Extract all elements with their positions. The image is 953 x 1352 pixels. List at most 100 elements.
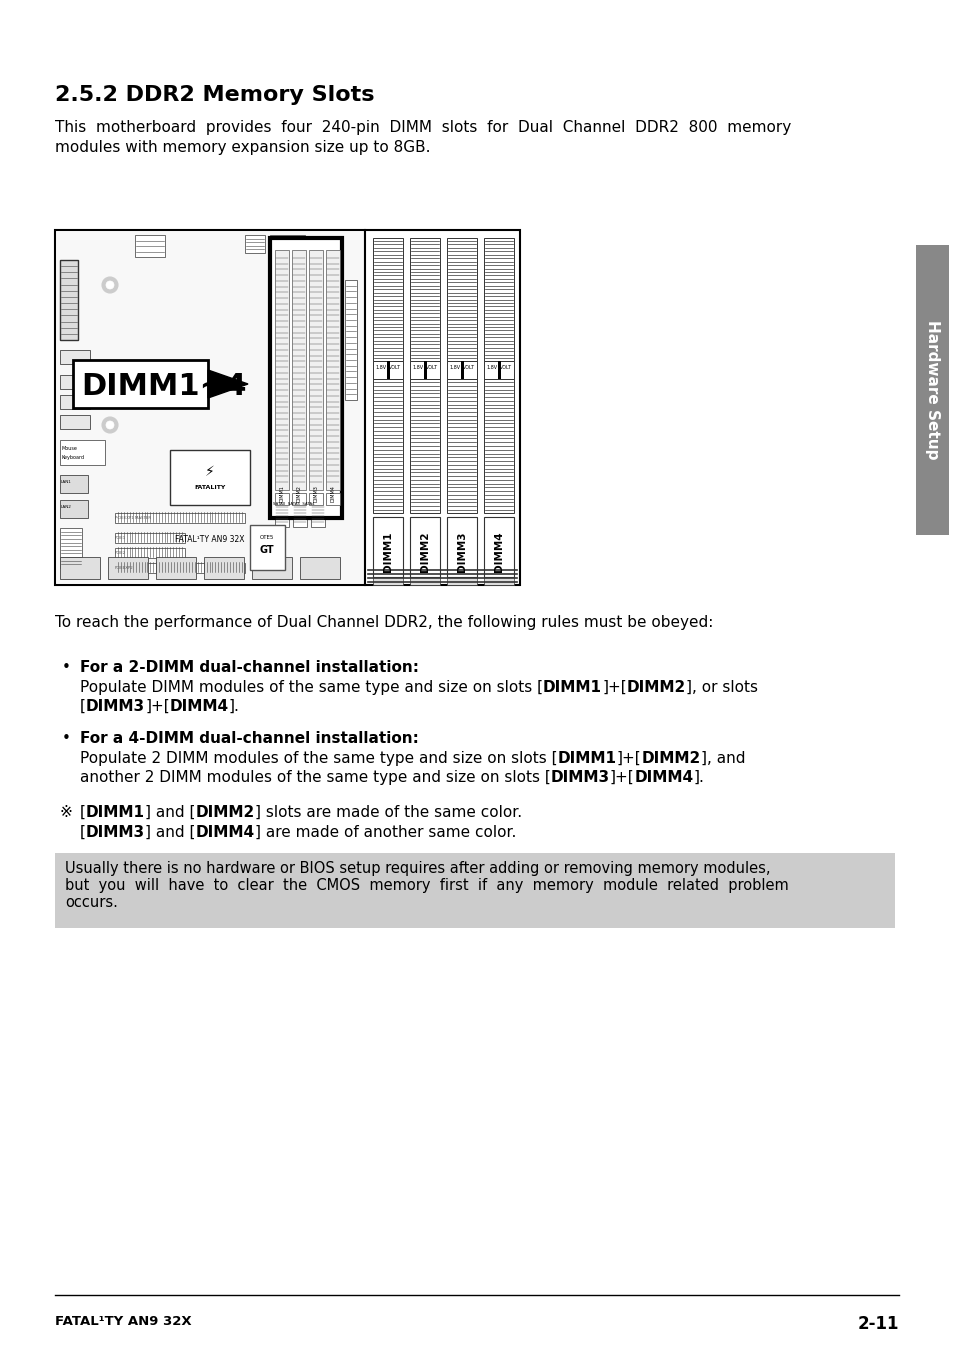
Bar: [60, 439, 105, 465]
Circle shape: [291, 281, 298, 289]
Text: VOLT: VOLT: [426, 365, 437, 370]
Text: VOLT: VOLT: [462, 365, 475, 370]
Bar: [345, 280, 356, 400]
Text: Usually there is no hardware or BIOS setup requires after adding or removing mem: Usually there is no hardware or BIOS set…: [65, 861, 770, 876]
Bar: [270, 235, 305, 245]
Text: Mouse: Mouse: [62, 446, 78, 452]
Text: 1.8V: 1.8V: [449, 365, 459, 370]
Text: DIMM4: DIMM4: [170, 699, 229, 714]
Text: DIMM1: DIMM1: [542, 680, 601, 695]
Bar: [108, 557, 148, 579]
Bar: [326, 493, 339, 506]
Text: but  you  will  have  to  clear  the  CMOS  memory  first  if  any  memory  modu: but you will have to clear the CMOS memo…: [65, 877, 788, 894]
Bar: [292, 250, 306, 489]
Bar: [270, 238, 341, 518]
Text: ] and [: ] and [: [145, 804, 195, 821]
Bar: [373, 516, 402, 577]
Bar: [447, 379, 476, 512]
Text: DIMM4: DIMM4: [330, 485, 335, 502]
Bar: [292, 493, 306, 506]
Text: PCIE1: PCIE1: [115, 535, 126, 539]
Text: •: •: [62, 660, 71, 675]
Text: ]+[: ]+[: [145, 699, 170, 714]
Bar: [60, 415, 90, 429]
Text: DIMM2: DIMM2: [195, 804, 254, 821]
Bar: [311, 506, 325, 527]
Circle shape: [106, 420, 113, 429]
Text: USB-PWR1  USB-PWR2: USB-PWR1 USB-PWR2: [136, 393, 182, 397]
Bar: [410, 577, 439, 585]
Bar: [60, 260, 78, 339]
Bar: [73, 360, 208, 408]
Text: FATALITY: FATALITY: [194, 485, 226, 489]
Bar: [410, 361, 439, 379]
Text: Hardware Setup: Hardware Setup: [924, 320, 939, 460]
Bar: [326, 250, 339, 489]
Circle shape: [102, 277, 118, 293]
Text: 2.5.2 DDR2 Memory Slots: 2.5.2 DDR2 Memory Slots: [55, 85, 375, 105]
Text: ] are made of another same color.: ] are made of another same color.: [254, 825, 516, 840]
Text: DIMM3: DIMM3: [456, 531, 467, 572]
Text: Populate DIMM modules of the same type and size on slots [: Populate DIMM modules of the same type a…: [80, 680, 542, 695]
Text: DIMM2: DIMM2: [419, 531, 430, 572]
Bar: [135, 235, 165, 257]
Bar: [483, 361, 514, 379]
Text: DIMM4: DIMM4: [195, 825, 254, 840]
Bar: [447, 361, 476, 379]
Text: PCIE2: PCIE2: [115, 552, 126, 556]
Circle shape: [102, 416, 118, 433]
Text: ]+[: ]+[: [609, 771, 634, 786]
Bar: [204, 557, 244, 579]
Text: ].: ].: [693, 771, 704, 786]
Bar: [115, 533, 185, 544]
Bar: [447, 577, 476, 585]
Circle shape: [291, 420, 298, 429]
Bar: [274, 250, 289, 489]
Text: DIMM3: DIMM3: [86, 825, 145, 840]
Text: ] slots are made of the same color.: ] slots are made of the same color.: [254, 804, 521, 821]
Text: 2-11: 2-11: [857, 1315, 898, 1333]
Bar: [60, 350, 90, 364]
Bar: [410, 516, 439, 577]
Bar: [447, 238, 476, 361]
Polygon shape: [208, 370, 248, 397]
Text: LAN2: LAN2: [61, 506, 71, 508]
Bar: [309, 250, 323, 489]
Text: FATAL¹TY AN9 32X: FATAL¹TY AN9 32X: [174, 535, 244, 544]
Text: ] and [: ] and [: [145, 825, 195, 840]
Bar: [387, 361, 390, 379]
Text: DIMM2: DIMM2: [640, 750, 700, 767]
Text: This  motherboard  provides  four  240-pin  DIMM  slots  for  Dual  Channel  DDR: This motherboard provides four 240-pin D…: [55, 120, 790, 135]
Bar: [915, 245, 948, 535]
Bar: [156, 557, 195, 579]
Text: modules with memory expansion size up to 8GB.: modules with memory expansion size up to…: [55, 141, 430, 155]
Bar: [365, 230, 519, 585]
Text: DIMM1: DIMM1: [279, 485, 284, 502]
Bar: [309, 493, 323, 506]
Text: OTE5: OTE5: [259, 535, 274, 539]
Text: 1.8V: 1.8V: [412, 365, 423, 370]
Bar: [410, 379, 439, 512]
Text: PCIEEXP2: PCIEEXP2: [115, 566, 133, 571]
Text: FATAL¹TY AN9 32X: FATAL¹TY AN9 32X: [55, 1315, 192, 1328]
Text: VOLT: VOLT: [389, 365, 400, 370]
Bar: [60, 395, 90, 410]
Bar: [60, 375, 90, 389]
Circle shape: [287, 277, 303, 293]
Text: ]+[: ]+[: [601, 680, 626, 695]
Bar: [299, 557, 339, 579]
Text: [: [: [80, 825, 86, 840]
Text: LAN1: LAN1: [61, 480, 71, 484]
Bar: [135, 389, 190, 400]
Text: DIMM2: DIMM2: [626, 680, 685, 695]
Text: ⚡: ⚡: [205, 465, 214, 479]
Text: occurs.: occurs.: [65, 895, 118, 910]
Bar: [447, 516, 476, 577]
Text: VOLT: VOLT: [499, 365, 512, 370]
Text: DIMM4: DIMM4: [494, 531, 503, 572]
Bar: [115, 562, 245, 573]
Text: 1.8V: 1.8V: [485, 365, 497, 370]
Bar: [170, 450, 250, 506]
Bar: [410, 238, 439, 361]
Text: another 2 DIMM modules of the same type and size on slots [: another 2 DIMM modules of the same type …: [80, 771, 550, 786]
